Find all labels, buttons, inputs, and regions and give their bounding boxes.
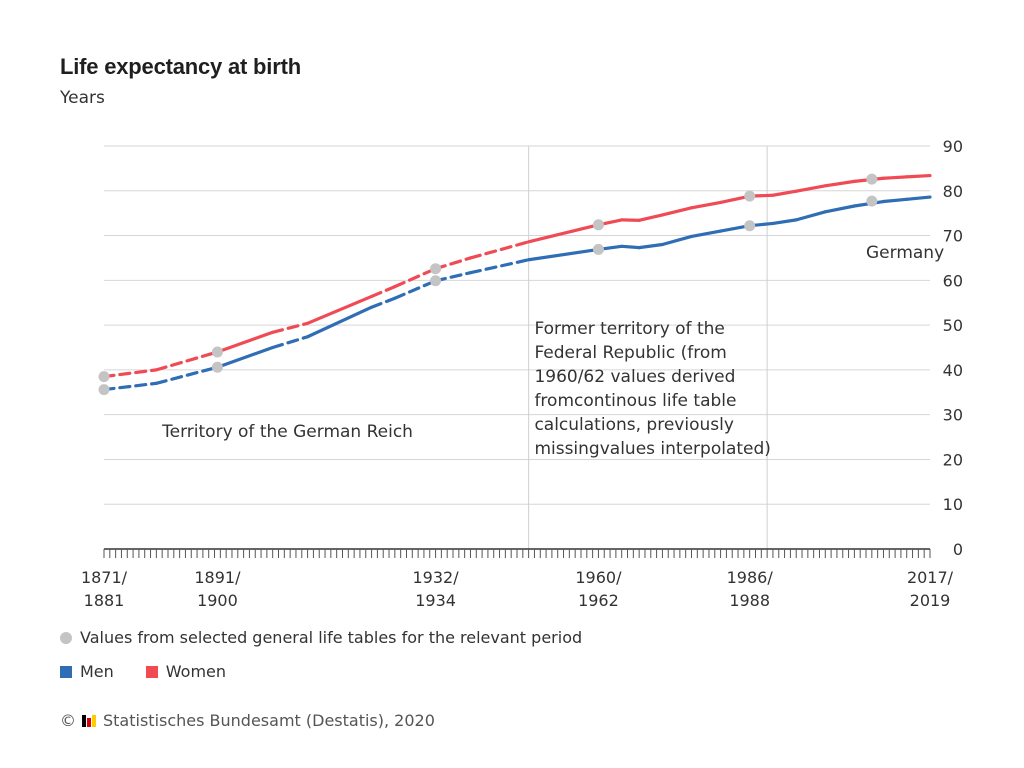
series-segment-men — [393, 279, 438, 300]
life-table-point — [592, 219, 604, 231]
series-segment-men — [905, 195, 932, 201]
women-swatch-icon — [145, 665, 158, 678]
legend-item-men: Men — [60, 662, 114, 681]
series-segment-men — [468, 258, 531, 275]
series-segment-men — [102, 381, 158, 392]
chart-title: Life expectancy at birth — [60, 54, 301, 79]
series-segment-men — [620, 244, 641, 250]
x-tick-label: 1960/ — [575, 568, 622, 587]
destatis-logo-icon — [82, 714, 97, 727]
series-segment-men — [823, 204, 856, 214]
series-segment-women — [881, 175, 909, 180]
series-segment-women — [215, 330, 275, 354]
legend-men-label: Men — [80, 662, 114, 681]
men-swatch-icon — [60, 665, 72, 678]
x-tick-label: 1881 — [84, 591, 125, 610]
life-table-point — [744, 190, 756, 202]
series-segment-men — [215, 345, 275, 369]
chart-subtitle: Years — [60, 88, 105, 108]
x-tick-label: 1986/ — [727, 568, 774, 587]
legend-item-women: Women — [145, 662, 227, 681]
series-segment-men — [881, 197, 909, 204]
legend-women-label: Women — [165, 662, 227, 681]
region-label: Germany — [866, 243, 944, 263]
series-segment-women — [102, 368, 158, 379]
x-tick-label: 1891/ — [194, 568, 241, 587]
series-segment-men — [771, 218, 798, 226]
life-table-point — [430, 263, 442, 275]
series-segment-men — [369, 296, 397, 309]
y-tick-label: 20 — [943, 450, 963, 469]
copyright-symbol: © — [60, 711, 76, 730]
life-table-point — [98, 371, 110, 383]
series-segment-women — [689, 200, 723, 210]
life-table-point — [866, 173, 878, 185]
series-segment-women — [771, 189, 798, 197]
legend-life-tables: Values from selected general life tables… — [60, 628, 582, 647]
source-text: Statistisches Bundesamt (Destatis), 2020 — [103, 711, 435, 730]
series-segment-women — [660, 206, 694, 217]
y-tick-label: 50 — [943, 316, 963, 335]
region-label: missingvalues interpolated) — [534, 439, 770, 459]
region-label: fromcontinous life table — [534, 391, 736, 411]
series-segment-women — [369, 285, 397, 299]
legend-series: Men Women — [60, 662, 258, 681]
series-segment-women — [468, 240, 531, 260]
series-segment-women — [305, 294, 374, 325]
life-table-point — [430, 275, 442, 287]
y-tick-label: 60 — [943, 271, 963, 290]
series-segment-women — [637, 213, 665, 222]
series-segment-men — [305, 305, 374, 339]
y-tick-label: 40 — [943, 361, 963, 380]
life-table-point — [98, 384, 110, 396]
series-segment-women — [823, 179, 856, 188]
series-segment-women — [271, 321, 310, 334]
series-segment-women — [527, 223, 601, 244]
series-segment-women — [905, 173, 932, 179]
x-tick-label: 1900 — [197, 591, 238, 610]
life-table-point — [211, 361, 223, 373]
x-tick-label: 2017/ — [907, 568, 954, 587]
x-tick-label: 1871/ — [81, 568, 128, 587]
y-tick-label: 80 — [943, 182, 963, 201]
life-table-point — [592, 243, 604, 255]
series-segment-women — [794, 184, 827, 193]
x-tick-label: 1988 — [729, 591, 770, 610]
region-label: Federal Republic (from — [534, 343, 726, 363]
legend-life-tables-label: Values from selected general life tables… — [80, 628, 583, 647]
series-segment-men — [154, 365, 220, 385]
x-tick-label: 1932/ — [413, 568, 460, 587]
source-note: © Statistisches Bundesamt (Destatis), 20… — [60, 711, 435, 730]
x-tick-label: 2019 — [910, 591, 951, 610]
life-table-point — [866, 195, 878, 207]
x-tick-label: 1934 — [415, 591, 456, 610]
x-tick-label: 1962 — [578, 591, 619, 610]
series-segment-women — [393, 267, 438, 289]
series-segment-men — [637, 242, 665, 250]
series-segment-women — [154, 350, 220, 372]
life-table-point — [211, 346, 223, 358]
region-label: Former territory of the — [534, 319, 724, 339]
series-segment-men — [689, 229, 723, 239]
series-segment-men — [271, 335, 310, 350]
region-label: 1960/62 values derived — [534, 367, 735, 387]
series-segment-men — [660, 234, 694, 247]
region-label: Territory of the German Reich — [161, 422, 413, 442]
line-chart: 0 10 20 30 40 50 60 70 80 90 1871/1881 1891/1900 193… — [81, 137, 963, 610]
y-tick-label: 0 — [953, 540, 963, 559]
life-table-marker-icon — [60, 631, 72, 644]
y-tick-label: 90 — [943, 137, 963, 156]
series-segment-men — [794, 210, 827, 222]
y-tick-label: 30 — [943, 406, 963, 425]
life-table-point — [744, 220, 756, 232]
y-tick-label: 10 — [943, 495, 963, 514]
series-segment-women — [433, 256, 473, 271]
region-label: calculations, previously — [534, 415, 733, 435]
y-tick-label: 70 — [943, 227, 963, 246]
series-segment-men — [433, 271, 473, 283]
series-segment-men — [527, 247, 601, 262]
